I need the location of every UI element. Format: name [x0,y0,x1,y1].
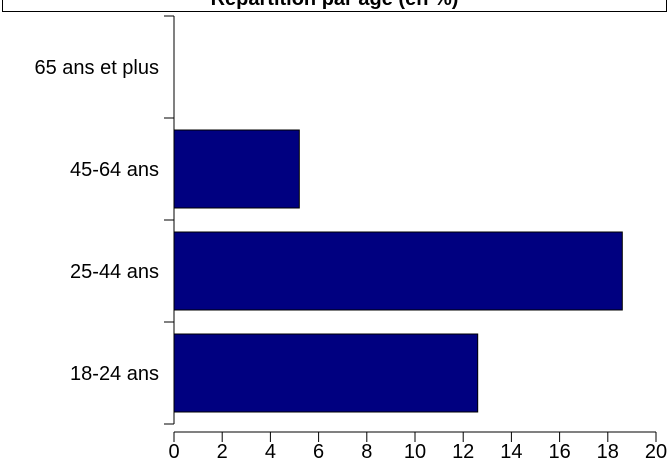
x-tick-label: 0 [168,441,179,462]
bar-18-24-ans [173,333,479,413]
x-tick-label: 10 [404,441,426,462]
bars-group [173,129,623,413]
x-tick-label: 6 [313,441,324,462]
chart-title: Répartition par âge (en %) [2,0,667,12]
x-tick-label: 20 [645,441,667,462]
labels-group: 65 ans et plus 45-64 ans 25-44 ans 18-24 an… [34,57,667,462]
category-label: 45-64 ans [70,159,159,181]
axes-group [164,15,657,442]
category-label: 18-24 ans [70,363,159,385]
x-tick-label: 2 [217,441,228,462]
x-tick-label: 18 [597,441,619,462]
bar-45-64-ans [173,129,300,209]
x-tick-label: 16 [548,441,570,462]
category-label: 25-44 ans [70,261,159,283]
bar-25-44-ans [173,231,623,311]
x-tick-label: 12 [452,441,474,462]
x-tick-label: 4 [265,441,276,462]
chart-title-text: Répartition par âge (en %) [3,0,666,11]
x-tick-label: 8 [361,441,372,462]
x-tick-label: 14 [500,441,522,462]
category-label: 65 ans et plus [34,57,159,79]
